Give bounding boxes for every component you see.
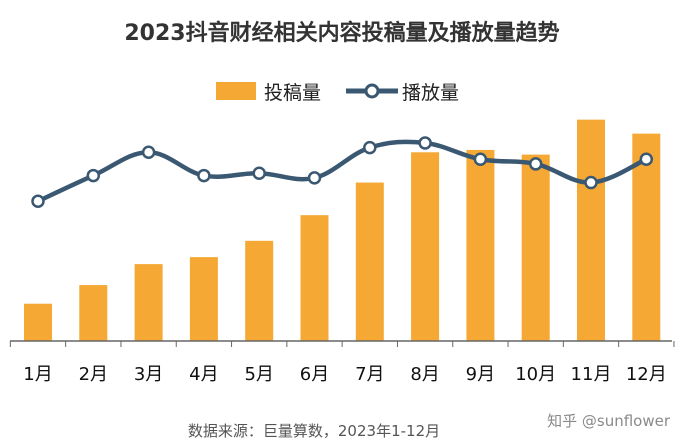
line-point-4 [197, 168, 211, 183]
x-axis-ticks [9, 341, 675, 347]
x-tick-label-5: 5月 [244, 364, 273, 385]
line-point-10 [528, 157, 543, 171]
line-point-12 [639, 152, 654, 167]
legend-line-label: 播放量 [402, 82, 459, 104]
x-tick-label-10: 10月 [515, 364, 556, 385]
line-point-6 [307, 171, 322, 185]
line-point-2 [86, 168, 101, 183]
line-point-3 [141, 145, 156, 160]
bar-series [24, 119, 661, 342]
bar-7 [355, 182, 384, 341]
x-tick-label-8: 8月 [410, 364, 439, 385]
bar-9 [466, 149, 495, 341]
bar-5 [245, 240, 274, 341]
x-axis-labels: 1月 2月 3月 4月 5月 6月 7月 8月 9月 10月 11月 12月 [23, 364, 666, 385]
legend-bar-label: 投稿量 [264, 82, 321, 104]
legend-bar-swatch [216, 82, 256, 100]
bar-3 [134, 264, 163, 341]
x-tick-label-7: 7月 [355, 364, 384, 385]
line-point-5 [252, 166, 266, 180]
x-tick-label-4: 4月 [189, 364, 218, 385]
bar-10 [521, 154, 550, 341]
line-point-11 [584, 175, 598, 190]
chart-title: 2023抖音财经相关内容投稿量及播放量趋势 [124, 20, 559, 46]
line-point-7 [363, 140, 377, 155]
x-tick-label-2: 2月 [79, 364, 108, 385]
bar-2 [79, 285, 108, 341]
x-tick-label-6: 6月 [300, 364, 329, 385]
x-tick-label-12: 12月 [626, 364, 667, 385]
bar-6 [300, 215, 329, 341]
watermark: 知乎 @sunflower [547, 412, 671, 430]
bar-11 [577, 119, 605, 342]
x-tick-label-9: 9月 [466, 364, 495, 385]
line-point-8 [418, 136, 432, 150]
line-path [37, 139, 648, 204]
legend-line-marker [364, 83, 380, 99]
bar-8 [411, 152, 440, 341]
line-point-9 [473, 152, 488, 167]
bar-4 [189, 257, 218, 341]
bar-12 [632, 133, 661, 341]
bar-1 [24, 303, 52, 341]
legend: 投稿量 播放量 [216, 82, 459, 104]
line-series [31, 136, 654, 208]
x-tick-label-11: 11月 [571, 364, 612, 385]
line-point-1 [31, 194, 45, 208]
x-tick-label-3: 3月 [134, 364, 163, 385]
x-tick-label-1: 1月 [23, 364, 52, 385]
source-note: 数据来源：巨量算数，2023年1-12月 [188, 422, 440, 440]
